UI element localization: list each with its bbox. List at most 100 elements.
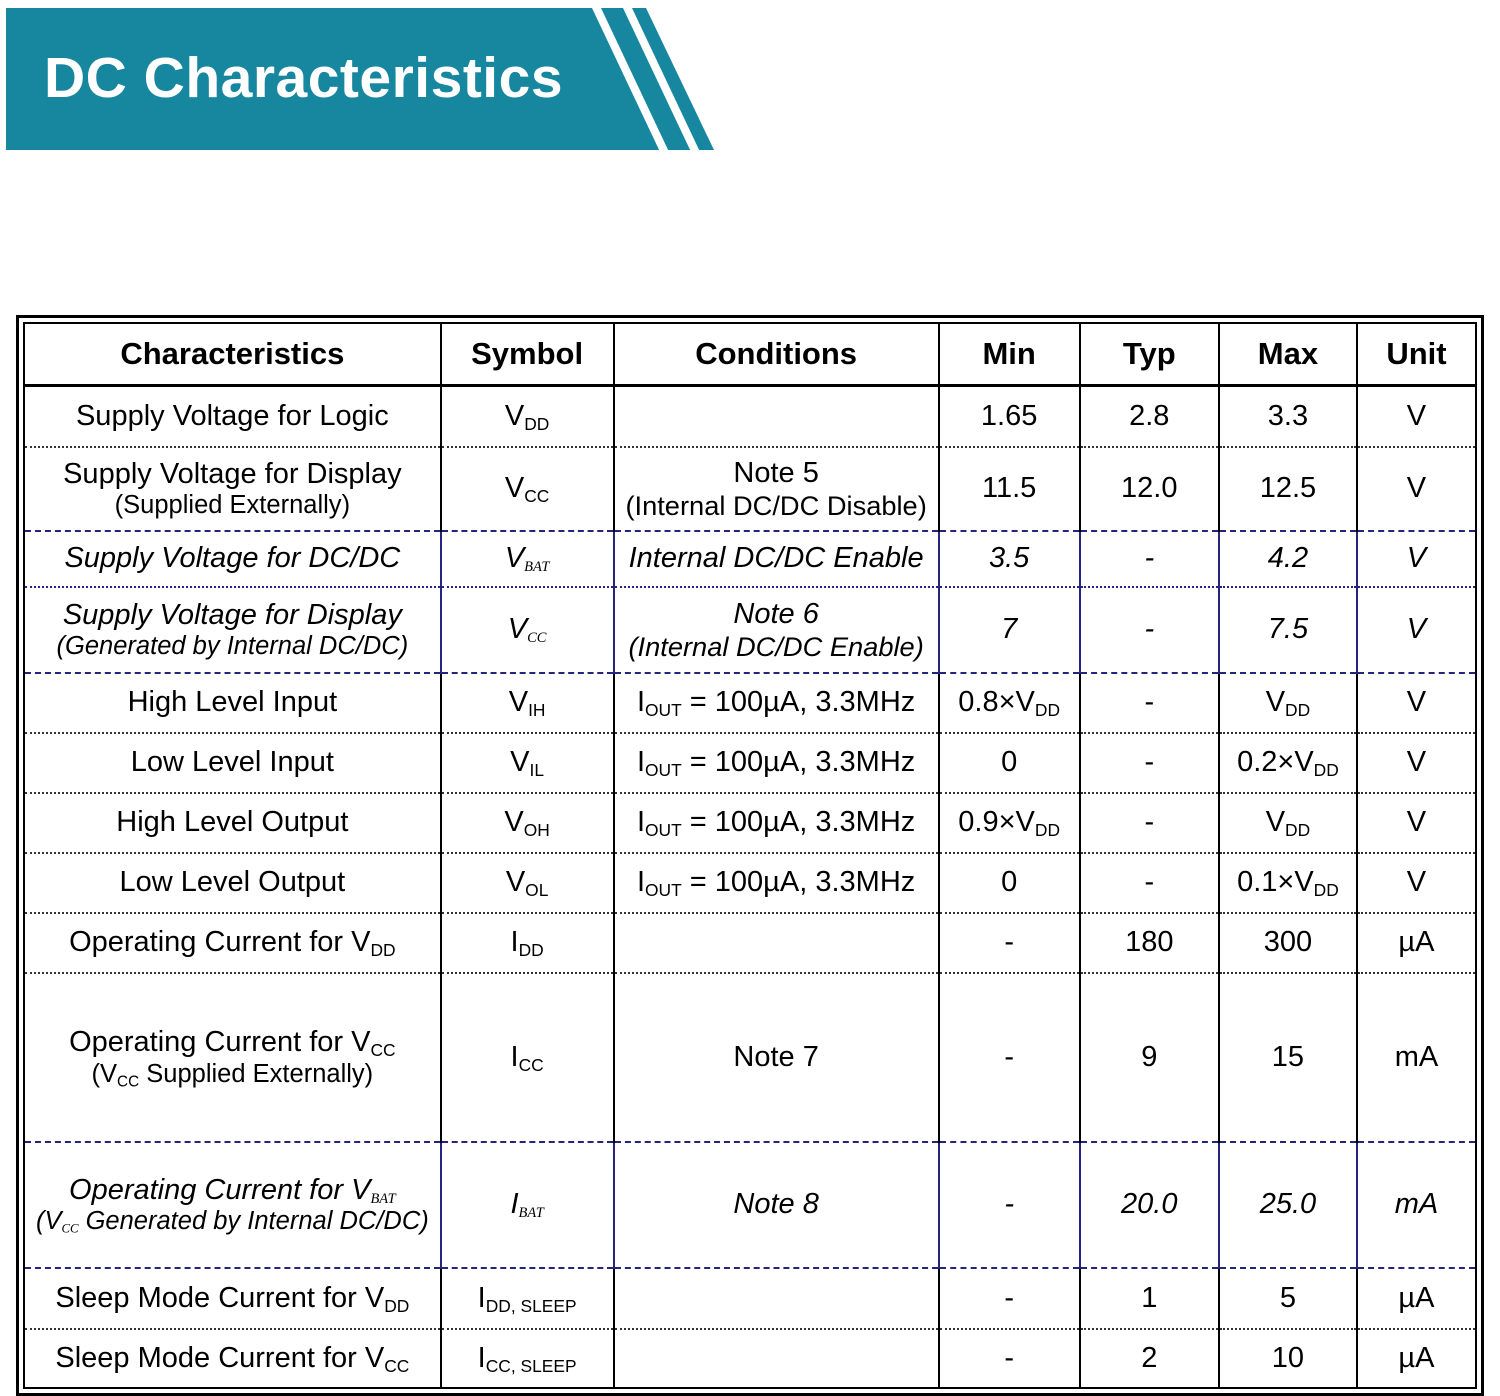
text-run: Internal DC/DC Enable	[628, 542, 924, 575]
text-run: 1.65	[980, 399, 1038, 432]
cell-max: 3.3	[1217, 385, 1357, 448]
cell-unit: V	[1355, 793, 1476, 854]
cell-conditions	[612, 385, 939, 448]
cell-characteristics: High Level Input	[24, 673, 441, 734]
text-run: 0.1×V	[1237, 866, 1314, 899]
subscript: DD	[1313, 880, 1339, 901]
text-run: Note 7	[733, 1040, 819, 1073]
text-run: I	[636, 686, 646, 719]
text-run: -	[1004, 1040, 1014, 1073]
text-run: V	[508, 686, 529, 719]
table-header-row: Characteristics Symbol Conditions Min Typ Max…	[24, 323, 1476, 387]
text-run: (Supplied Externally)	[114, 491, 351, 519]
cell-typ: 20.0	[1078, 1142, 1219, 1269]
cell-typ: -	[1078, 531, 1219, 588]
text-run: 12.0	[1121, 472, 1178, 505]
subscript: DD	[1313, 760, 1339, 781]
text-run: -	[1004, 1281, 1014, 1314]
subscript: CC	[527, 630, 547, 647]
cell-unit: V	[1355, 587, 1476, 674]
subscript: DD	[524, 413, 550, 434]
cell-line: Supply Voltage for DC/DC	[29, 542, 436, 575]
cell-characteristics: Low Level Input	[24, 733, 441, 794]
subscript: CC	[370, 1040, 396, 1061]
cell-symbol: VOH	[439, 793, 614, 854]
text-run: 5	[1279, 1281, 1296, 1314]
cell-symbol: VCC	[439, 447, 614, 532]
text-run: 10	[1271, 1341, 1305, 1374]
text-run: -	[1004, 1341, 1014, 1374]
cell-unit: µA	[1355, 1268, 1476, 1330]
subscript: DD	[1034, 700, 1061, 721]
text-run: V	[1265, 806, 1286, 839]
text-run: High Level Input	[127, 686, 338, 719]
cell-characteristics: High Level Output	[24, 793, 441, 854]
cell-unit: V	[1355, 853, 1476, 914]
column-header-symbol: Symbol	[439, 323, 614, 387]
table-row-high-level-output: High Level Output VOH IOUT = 100µA, 3.3MHz…	[24, 793, 1476, 854]
table-row-operating-current-vdd: Operating Current for VDD IDD -180 300 µA	[24, 913, 1476, 974]
table-row-operating-current-vbat: Operating Current for VBAT (VCC Generated…	[24, 1142, 1476, 1269]
cell-line: (Internal DC/DC Enable)	[619, 631, 934, 662]
text-run: V	[1265, 686, 1286, 719]
cell-line: Supply Voltage for Logic	[29, 400, 436, 433]
cell-typ: -	[1078, 853, 1219, 914]
cell-unit: µA	[1355, 1329, 1476, 1388]
subscript: IL	[529, 760, 545, 781]
subscript: CC	[61, 1221, 79, 1236]
cell-typ: -	[1078, 793, 1219, 854]
text-run: 0	[1001, 746, 1018, 779]
text-run: 0.2×V	[1237, 746, 1314, 779]
cell-characteristics: Sleep Mode Current for VDD	[24, 1268, 441, 1330]
cell-line: Internal DC/DC Enable	[619, 542, 934, 575]
cell-max: 5	[1217, 1268, 1357, 1330]
cell-line: Sleep Mode Current for VCC	[29, 1342, 436, 1375]
text-run: mA	[1394, 1188, 1439, 1221]
cell-symbol: IDD	[439, 913, 614, 974]
cell-conditions: Note 6 (Internal DC/DC Enable)	[612, 587, 939, 674]
text-run: I	[636, 746, 646, 779]
text-run: 3.5	[988, 542, 1030, 575]
cell-line: Note 8	[619, 1188, 934, 1221]
section-banner: DC Characteristics	[6, 8, 714, 150]
text-run: (V	[91, 1059, 118, 1088]
cell-max: VDD	[1217, 673, 1357, 734]
cell-conditions	[612, 1268, 939, 1330]
cell-line: Operating Current for VDD	[29, 926, 436, 959]
cell-unit: mA	[1355, 973, 1476, 1143]
cell-symbol: VIH	[439, 673, 614, 734]
cell-symbol: VCC	[439, 587, 614, 674]
cell-typ: 180	[1078, 913, 1219, 974]
text-run: 2	[1141, 1341, 1158, 1374]
cell-characteristics: Supply Voltage for Display (Generated by …	[24, 587, 441, 674]
cell-max: 7.5	[1217, 587, 1357, 674]
text-run: = 100µA, 3.3MHz	[681, 746, 916, 779]
cell-min: -	[937, 1268, 1080, 1330]
text-run: Note 5	[733, 456, 819, 489]
cell-min: 11.5	[937, 447, 1080, 532]
subscript: DD	[384, 1295, 410, 1316]
text-run: V	[1406, 613, 1427, 646]
text-run: Generated by Internal DC/DC)	[78, 1207, 429, 1235]
text-run: V	[510, 746, 530, 779]
table-row-supply-voltage-logic: Supply Voltage for Logic VDD 1.65 2.8 3.3 V	[24, 385, 1476, 448]
cell-line: IOUT = 100µA, 3.3MHz	[619, 806, 934, 839]
text-run: = 100µA, 3.3MHz	[681, 806, 916, 839]
subscript: DD	[518, 940, 544, 961]
cell-line: (Supplied Externally)	[29, 491, 436, 520]
text-run: mA	[1394, 1040, 1439, 1073]
cell-min: 1.65	[937, 385, 1080, 448]
cell-characteristics: Supply Voltage for DC/DC	[24, 531, 441, 588]
text-run: 25.0	[1259, 1188, 1317, 1221]
cell-conditions: IOUT = 100µA, 3.3MHz	[612, 733, 939, 794]
cell-unit: V	[1355, 531, 1476, 588]
cell-min: 7	[937, 587, 1080, 674]
cell-line: Supply Voltage for Display	[29, 458, 436, 491]
cell-typ: 1	[1078, 1268, 1219, 1330]
cell-unit: mA	[1355, 1142, 1476, 1269]
cell-symbol: VBAT	[439, 531, 614, 588]
text-run: V	[1406, 472, 1427, 505]
table-row-operating-current-vcc: Operating Current for VCC (VCC Supplied E…	[24, 973, 1476, 1143]
cell-unit: µA	[1355, 913, 1476, 974]
cell-symbol: IDD, SLEEP	[439, 1268, 614, 1330]
